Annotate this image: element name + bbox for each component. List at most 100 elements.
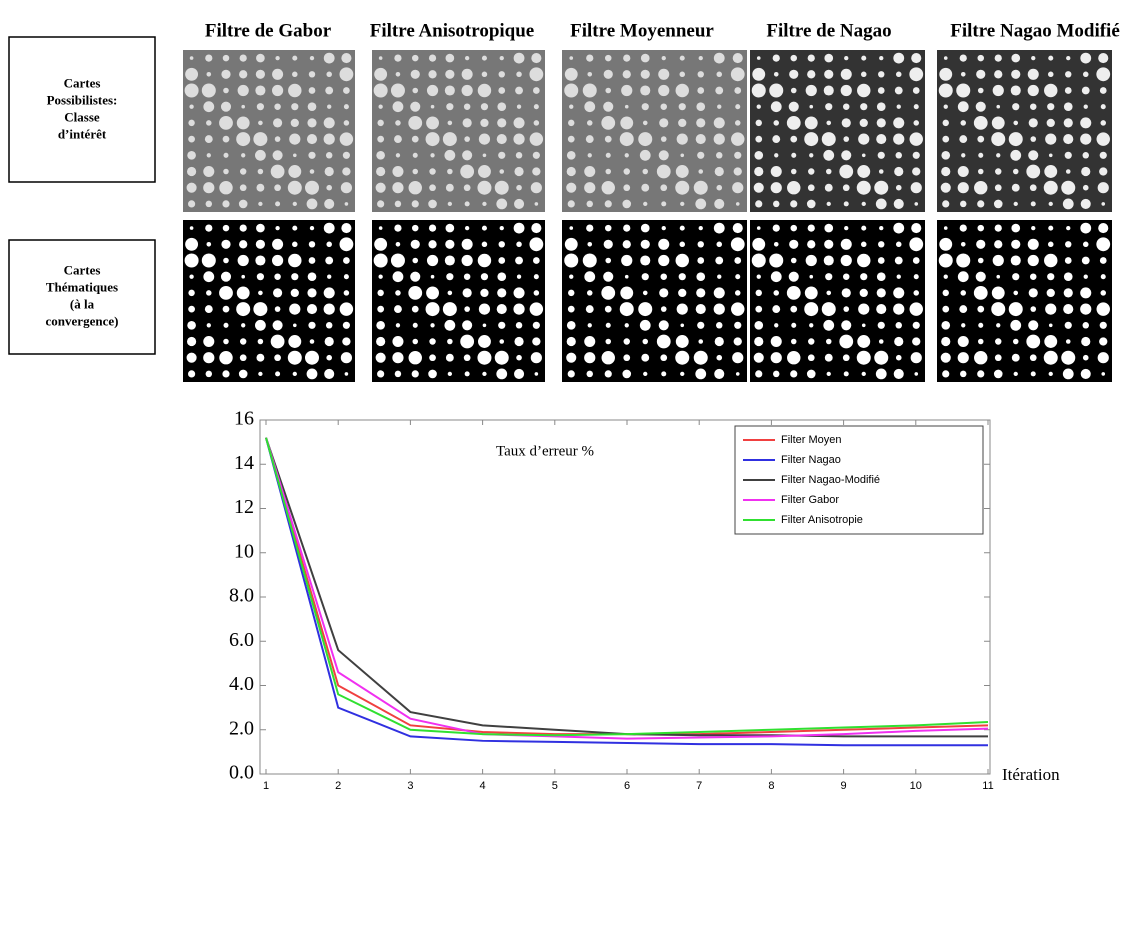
- dot: [326, 184, 333, 191]
- dot: [825, 103, 833, 111]
- dot: [773, 370, 780, 378]
- dot: [584, 352, 596, 364]
- dot: [894, 336, 904, 347]
- dot: [308, 257, 316, 264]
- dot: [274, 136, 281, 142]
- dot: [236, 116, 250, 130]
- dot: [585, 135, 594, 144]
- dot: [306, 304, 318, 315]
- dot: [221, 69, 231, 79]
- dot: [823, 255, 834, 266]
- dot: [734, 87, 742, 94]
- dot: [716, 152, 723, 159]
- dot: [253, 302, 268, 317]
- dot: [676, 133, 688, 145]
- dot: [482, 153, 487, 158]
- dot: [238, 369, 248, 379]
- dot: [658, 84, 670, 97]
- dot: [189, 104, 194, 109]
- dot: [587, 323, 592, 328]
- dot: [514, 198, 525, 209]
- dot: [1082, 322, 1089, 329]
- row-label: (à la: [70, 296, 95, 311]
- dot: [270, 164, 285, 179]
- dot: [1046, 118, 1055, 128]
- dot: [996, 104, 1001, 109]
- dot: [445, 223, 455, 233]
- dot: [660, 184, 668, 192]
- dot: [188, 135, 195, 143]
- dot: [429, 168, 436, 175]
- dot: [661, 201, 667, 207]
- dot: [1045, 133, 1057, 145]
- dot: [731, 302, 745, 316]
- dot: [661, 55, 666, 61]
- dot: [498, 241, 505, 248]
- y-tick-label: 10: [234, 540, 254, 562]
- dot: [714, 368, 725, 379]
- dot: [977, 370, 985, 378]
- dot: [1011, 223, 1021, 233]
- dot: [1046, 288, 1055, 298]
- dot: [977, 200, 985, 208]
- dot: [533, 290, 540, 296]
- dot: [913, 274, 919, 280]
- dot: [751, 83, 766, 98]
- dot: [805, 254, 817, 267]
- dot: [291, 103, 299, 111]
- dot: [1080, 117, 1092, 129]
- dot: [481, 71, 488, 78]
- dot: [977, 338, 984, 345]
- dot: [786, 116, 801, 130]
- dot: [1083, 274, 1088, 279]
- dot: [189, 274, 194, 279]
- dot: [658, 150, 669, 161]
- dot: [482, 323, 487, 328]
- dot: [678, 273, 686, 281]
- dot: [586, 224, 594, 232]
- dot: [1098, 53, 1109, 64]
- dot: [514, 166, 524, 177]
- dot: [1030, 201, 1036, 207]
- dot: [188, 305, 195, 313]
- dot: [239, 240, 248, 249]
- dot: [1096, 302, 1110, 316]
- dot: [840, 254, 852, 267]
- dot: [582, 253, 597, 268]
- dot: [773, 290, 780, 296]
- dot: [444, 319, 456, 331]
- dot: [857, 253, 871, 268]
- dot: [1061, 180, 1076, 195]
- dot: [323, 133, 335, 145]
- dot: [734, 120, 741, 126]
- dot: [790, 200, 798, 208]
- dot: [255, 149, 266, 161]
- dot: [188, 370, 196, 378]
- dot: [909, 302, 923, 316]
- dot: [412, 224, 419, 232]
- dot: [1062, 368, 1074, 380]
- dot: [222, 200, 230, 208]
- dot: [879, 225, 884, 231]
- dot: [222, 135, 230, 143]
- dot: [241, 323, 246, 328]
- dot: [203, 335, 215, 348]
- dot: [961, 153, 966, 158]
- dot: [977, 87, 984, 94]
- dot: [340, 182, 352, 194]
- dot: [569, 56, 574, 60]
- dot: [695, 134, 706, 145]
- dot: [697, 151, 705, 159]
- dot: [237, 84, 249, 97]
- dot: [447, 371, 453, 377]
- dot: [756, 104, 761, 109]
- dot: [620, 286, 634, 300]
- dot: [288, 165, 302, 178]
- dot: [288, 253, 302, 268]
- dot: [755, 289, 762, 297]
- dot: [462, 118, 472, 128]
- dot: [566, 182, 577, 193]
- dot: [1011, 183, 1020, 192]
- dot: [1097, 352, 1109, 364]
- dot: [478, 165, 491, 178]
